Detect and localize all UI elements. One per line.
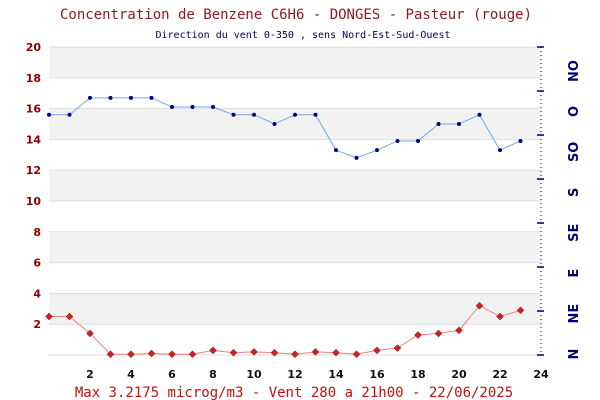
y-tick-label: 14 [26,133,42,146]
data-point [149,95,154,100]
data-point [477,112,482,117]
x-tick-label: 16 [369,368,385,381]
data-point [496,312,504,321]
data-point [272,122,277,126]
data-point [375,148,379,153]
data-point [455,326,463,335]
data-point [291,350,299,359]
data-point [311,348,320,356]
direction-label: N [567,349,582,360]
data-point [190,105,195,110]
data-point [209,346,217,355]
data-point [168,350,176,359]
y-tick-label: 10 [26,195,42,208]
data-point [393,344,402,352]
data-point [395,138,400,143]
data-point [352,350,361,359]
x-tick-label: 2 [86,368,94,381]
plot-band [49,77,541,109]
data-point [270,348,279,357]
data-point [45,312,53,321]
chart-subtitle: Direction du vent 0-350 , sens Nord-Est-… [155,30,450,41]
data-point [414,331,422,339]
x-tick-label: 14 [328,368,344,381]
direction-label: E [567,269,582,278]
data-point [229,348,238,357]
data-point [147,349,156,358]
data-point [252,112,256,117]
plot-band [49,231,541,263]
x-tick-label: 8 [209,368,217,381]
chart-footer: Max 3.2175 microg/m3 - Vent 280 a 21h00 … [75,385,513,400]
direction-label: O [567,106,582,117]
data-point [457,122,461,126]
data-point [129,95,133,100]
plot-band [49,47,541,78]
plot-band [49,262,541,294]
data-point [231,112,236,117]
wind-direction-labels: NO O SO S SE E NE N [567,60,582,359]
y-tick-label: 12 [26,164,41,177]
y-tick-label: 4 [33,287,41,300]
data-point [170,105,174,110]
data-point [436,122,441,126]
x-tick-label: 22 [492,368,507,381]
data-point [106,350,115,359]
series-line [49,97,521,159]
direction-label: SE [567,224,582,242]
data-point [65,312,74,321]
y-tick-label: 16 [26,103,42,116]
data-point [434,329,443,338]
data-point [416,138,420,143]
data-point [127,350,135,359]
x-tick-label: 10 [246,368,262,381]
plot-band [49,293,541,325]
data-point [354,155,359,160]
direction-label: NO [567,60,582,82]
x-tick-label: 4 [127,368,135,381]
y-tick-label: 8 [33,226,41,239]
data-point [334,148,338,153]
data-point [108,95,113,100]
data-point [518,138,523,143]
x-tick-label: 24 [533,368,549,381]
series-markers [45,95,525,359]
data-point [47,112,51,117]
data-point [313,112,318,117]
data-point [373,346,381,355]
x-axis-ticks: 2 4 6 8 10 12 14 16 18 20 22 24 [86,368,549,381]
data-point [475,301,484,310]
direction-label: S [567,188,582,197]
x-tick-label: 6 [168,368,176,381]
data-point [188,350,197,359]
x-tick-label: 20 [451,368,467,381]
plot-band [49,170,541,201]
data-point [250,348,258,356]
data-point [67,112,72,117]
y-tick-label: 20 [26,41,42,54]
x-tick-label: 12 [287,368,302,381]
y-tick-label: 18 [26,72,41,85]
data-point [86,329,94,338]
data-point [88,95,92,100]
chart-title: Concentration de Benzene C6H6 - DONGES -… [60,7,532,23]
data-point [498,148,502,153]
y-tick-label: 2 [33,318,41,331]
y-tick-label: 6 [33,257,41,270]
right-axis [537,46,544,356]
plot-band [49,139,541,171]
x-tick-label: 18 [410,368,425,381]
plot-background [49,47,541,355]
data-point [211,105,215,110]
direction-label: NE [567,304,582,324]
data-point [516,306,525,315]
y-axis-ticks: 2 4 6 8 10 12 14 16 18 20 [26,41,42,331]
plot-band [49,201,541,232]
direction-label: SO [567,142,582,162]
data-point [293,112,297,117]
data-point [332,348,340,357]
